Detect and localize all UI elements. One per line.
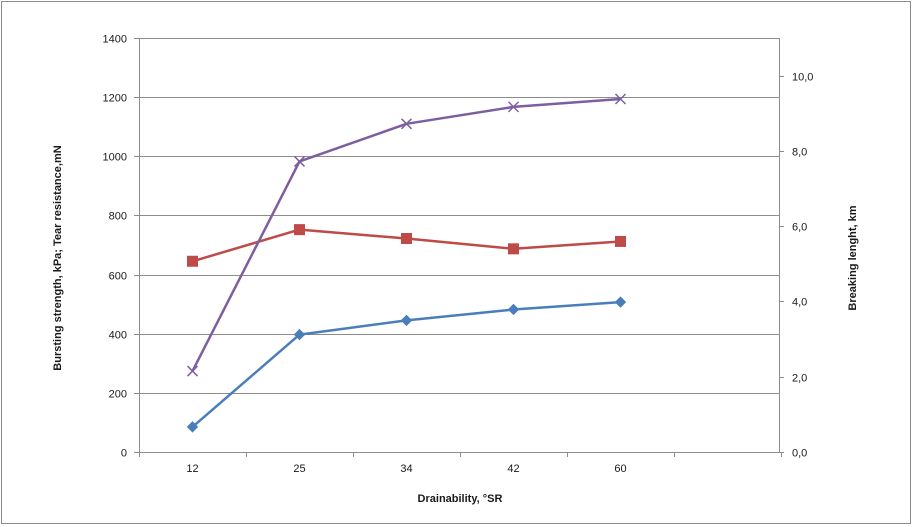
- series-1-point: [186, 421, 199, 433]
- series-1-point: [400, 314, 413, 327]
- y2-tick-label: 0,0: [792, 448, 807, 460]
- y2-tick-label: 10,0: [792, 72, 813, 84]
- series-3-point: [614, 93, 627, 105]
- y-tick-labels: 0 200 400 600 800 1000 1200 1400: [103, 34, 127, 460]
- series-3-point: [293, 155, 306, 167]
- series-1-point: [293, 328, 306, 341]
- y2-tick-label: 4,0: [792, 297, 807, 309]
- x-tick-label: 42: [507, 463, 519, 475]
- y-tick-label: 400: [109, 330, 127, 342]
- x-tick-labels: 12 25 34 42 60: [186, 463, 626, 475]
- y2-axis-title: Breaking lenght, km: [847, 205, 859, 310]
- series-1-point: [507, 303, 520, 316]
- series-2-point: [615, 235, 626, 247]
- gridlines: [139, 38, 779, 394]
- y2-tick-label: 2,0: [792, 373, 807, 385]
- y2-tick-labels: 0,0 2,0 4,0 6,0 8,0 10,0: [792, 72, 813, 460]
- series-2-point: [401, 232, 412, 244]
- series-3-point: [186, 365, 199, 377]
- y-tick-label: 1200: [103, 93, 127, 105]
- x-tick-label: 25: [293, 463, 305, 475]
- y-tick-label: 0: [121, 448, 127, 460]
- series-2-point: [187, 255, 198, 267]
- series-2-point: [508, 243, 519, 255]
- y-axis-title: Bursting strength, kPa; Tear resistance,…: [52, 145, 64, 370]
- y-tick-label: 1000: [103, 152, 127, 164]
- y-tick-label: 600: [109, 271, 127, 283]
- y-tick-label: 200: [109, 389, 127, 401]
- axes: [134, 38, 784, 457]
- y2-tick-label: 6,0: [792, 222, 807, 234]
- y-tick-label: 800: [109, 211, 127, 223]
- series-3-point: [507, 101, 520, 113]
- x-tick-label: 34: [400, 463, 412, 475]
- y-tick-label: 1400: [103, 34, 127, 46]
- x-tick-label: 60: [614, 463, 626, 475]
- series-3-point: [400, 118, 413, 130]
- series-1-point: [614, 296, 627, 308]
- series-2-point: [294, 224, 305, 236]
- y2-tick-label: 8,0: [792, 147, 807, 159]
- x-tick-label: 12: [186, 463, 198, 475]
- series-group: [186, 93, 627, 433]
- x-axis-title: Drainability, °SR: [418, 493, 503, 505]
